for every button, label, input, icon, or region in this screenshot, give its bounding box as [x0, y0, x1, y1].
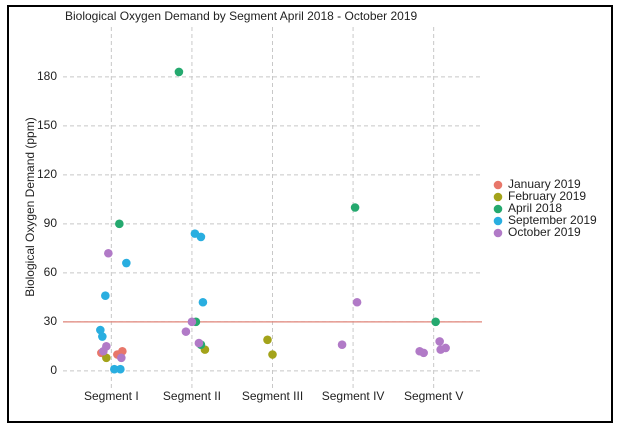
point	[116, 364, 125, 374]
point	[96, 325, 105, 335]
y-tick-label: 150	[37, 118, 57, 132]
legend-swatch	[493, 216, 503, 226]
frame	[7, 5, 613, 423]
point	[99, 346, 108, 356]
point	[350, 203, 360, 212]
point	[337, 340, 347, 350]
point	[174, 67, 184, 77]
y-axis-label: Biological Oxygen Demand (ppm)	[23, 117, 37, 296]
legend-swatch	[493, 204, 503, 214]
point	[102, 353, 111, 363]
point	[198, 297, 208, 307]
point	[118, 346, 127, 356]
legend-swatch	[493, 180, 503, 190]
legend-swatch	[493, 192, 503, 202]
legend-label: February 2019	[508, 189, 586, 203]
y-tick-label: 120	[37, 167, 57, 181]
y-tick-label: 180	[37, 69, 57, 83]
legend-label: April 2018	[508, 201, 562, 215]
y-tick-label: 90	[44, 216, 58, 230]
legend-swatch	[493, 228, 503, 238]
legend-label: September 2019	[508, 213, 597, 227]
point	[441, 343, 450, 353]
legend-label: January 2019	[508, 177, 581, 191]
point	[101, 291, 110, 301]
point	[352, 297, 362, 307]
point	[419, 348, 428, 358]
y-tick-label: 60	[44, 265, 58, 279]
legend-label: October 2019	[508, 225, 581, 239]
point	[263, 335, 272, 345]
x-tick-label: Segment V	[404, 389, 463, 403]
point	[268, 350, 277, 359]
point	[187, 317, 197, 327]
y-tick-label: 0	[50, 363, 57, 377]
x-tick-label: Segment I	[84, 389, 139, 403]
x-tick-label: Segment II	[163, 389, 221, 403]
x-tick-label: Segment IV	[322, 389, 385, 403]
point	[122, 258, 131, 268]
y-tick-label: 30	[44, 314, 58, 328]
point	[117, 353, 126, 363]
point	[435, 337, 444, 346]
point	[98, 332, 107, 341]
point	[104, 248, 113, 258]
point	[115, 219, 124, 229]
x-tick-label: Segment III	[242, 389, 303, 403]
point	[196, 232, 206, 242]
point	[181, 327, 191, 336]
chart-title: Biological Oxygen Demand by Segment Apri…	[65, 9, 418, 23]
point	[194, 338, 204, 348]
point	[110, 364, 119, 374]
point	[431, 317, 440, 327]
